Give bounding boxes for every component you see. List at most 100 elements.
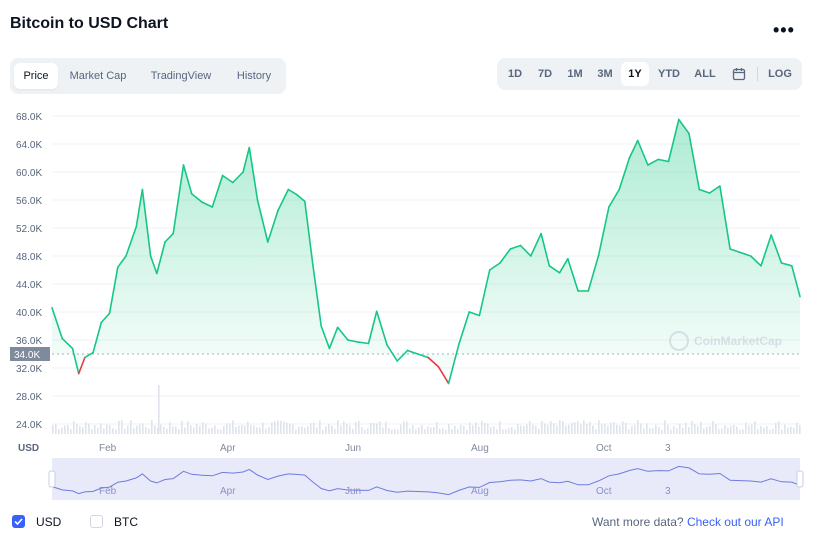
navigator-right-handle[interactable] [796, 470, 804, 488]
volume-bar [181, 420, 183, 434]
range-7d[interactable]: 7D [537, 68, 553, 80]
volume-bar [409, 428, 411, 434]
calendar-icon[interactable] [727, 62, 751, 86]
volume-bar [265, 428, 267, 434]
volume-bar [325, 426, 327, 434]
api-promo-text: Want more data? [592, 515, 684, 529]
api-link[interactable]: Check out our API [686, 515, 784, 529]
x-tick-label: Aug [471, 443, 489, 454]
volume-bar [415, 429, 417, 434]
volume-bar [163, 426, 165, 434]
log-toggle[interactable]: LOG [768, 68, 792, 80]
price-segment [780, 262, 793, 267]
volume-bar [361, 427, 363, 434]
price-segment [677, 118, 690, 135]
volume-bar [787, 427, 789, 434]
price-segment [51, 306, 64, 340]
navigator-x-axis: Feb Apr Jun Aug Oct 3 [99, 486, 671, 497]
volume-bar [691, 420, 693, 434]
price-segment [61, 337, 74, 350]
range-3m[interactable]: 3M [597, 68, 613, 80]
volume-bar [595, 429, 597, 434]
volume-bar [631, 426, 633, 434]
volume-bar [370, 422, 372, 434]
tab-market-cap[interactable]: Market Cap [69, 70, 127, 82]
volume-bar [739, 429, 741, 434]
price-segment [416, 353, 429, 359]
usd-checkbox[interactable] [12, 515, 25, 528]
volume-bar [625, 422, 627, 434]
price-segment [303, 200, 314, 267]
volume-bar [418, 427, 420, 434]
range-1d[interactable]: 1D [507, 68, 523, 80]
price-segment [201, 201, 214, 208]
price-segment [437, 365, 450, 385]
volume-bar [106, 424, 108, 434]
volume-bar [52, 425, 54, 434]
volume-bar [484, 422, 486, 434]
volume-bar [259, 427, 261, 434]
range-navigator[interactable]: Feb Apr Jun Aug Oct 3 [48, 458, 804, 500]
y-tick-label: 40.0K [16, 308, 42, 319]
volume-bar [268, 427, 270, 434]
volume-bar [172, 426, 174, 434]
price-segment [657, 158, 670, 163]
price-segment [347, 339, 360, 343]
y-tick-label: 52.0K [16, 224, 42, 235]
tab-history[interactable]: History [236, 70, 272, 82]
volume-bar [61, 427, 63, 434]
volume-bar [394, 429, 396, 434]
navigator-left-handle[interactable] [48, 470, 56, 488]
price-segment [92, 321, 103, 354]
range-1m[interactable]: 1M [567, 68, 583, 80]
volume-bar [580, 424, 582, 434]
volume-bar [652, 427, 654, 434]
volume-bar [430, 427, 432, 434]
price-segment [375, 310, 388, 346]
volume-bar [577, 420, 579, 434]
volume-bar [478, 426, 480, 434]
volume-bar [328, 424, 330, 434]
volume-bar [502, 429, 504, 434]
volume-bar [277, 420, 279, 434]
tab-tradingview[interactable]: TradingView [150, 70, 212, 82]
volume-bar [667, 424, 669, 434]
volume-bar [676, 428, 678, 434]
volume-bar [760, 425, 762, 434]
more-options-icon[interactable]: ••• [773, 20, 795, 40]
volume-bar [481, 420, 483, 434]
range-1y[interactable]: 1Y [621, 62, 649, 86]
x-tick-label: Feb [99, 443, 117, 454]
price-segment [566, 257, 579, 292]
x-tick-label: Oct [596, 443, 612, 454]
range-all[interactable]: ALL [694, 68, 716, 80]
range-ytd[interactable]: YTD [658, 68, 680, 80]
price-segment [548, 264, 561, 274]
volume-bar [613, 422, 615, 434]
y-tick-label: 32.0K [16, 364, 42, 375]
volume-bar [55, 424, 57, 434]
volume-bar [769, 429, 771, 434]
volume-bar [469, 422, 471, 434]
btc-checkbox[interactable] [90, 515, 103, 528]
volume-bar [157, 427, 159, 434]
volume-bar [703, 428, 705, 434]
volume-bar [178, 429, 180, 434]
volume-bar [367, 428, 369, 434]
volume-bar [292, 424, 294, 434]
y-tick-label: 24.0K [16, 420, 42, 431]
volume-bar [403, 421, 405, 434]
volume-bar [436, 422, 438, 434]
price-segment [499, 248, 512, 264]
price-segment [141, 188, 152, 257]
volume-bar [244, 425, 246, 434]
price-segment [84, 351, 94, 359]
volume-bar [496, 429, 498, 434]
volume-bar [310, 423, 312, 434]
volume-bar [535, 425, 537, 434]
tab-price[interactable]: Price [14, 63, 58, 89]
current-price-label: 34.0K [14, 350, 40, 361]
volume-bar [784, 424, 786, 434]
volume-bar [124, 428, 126, 434]
